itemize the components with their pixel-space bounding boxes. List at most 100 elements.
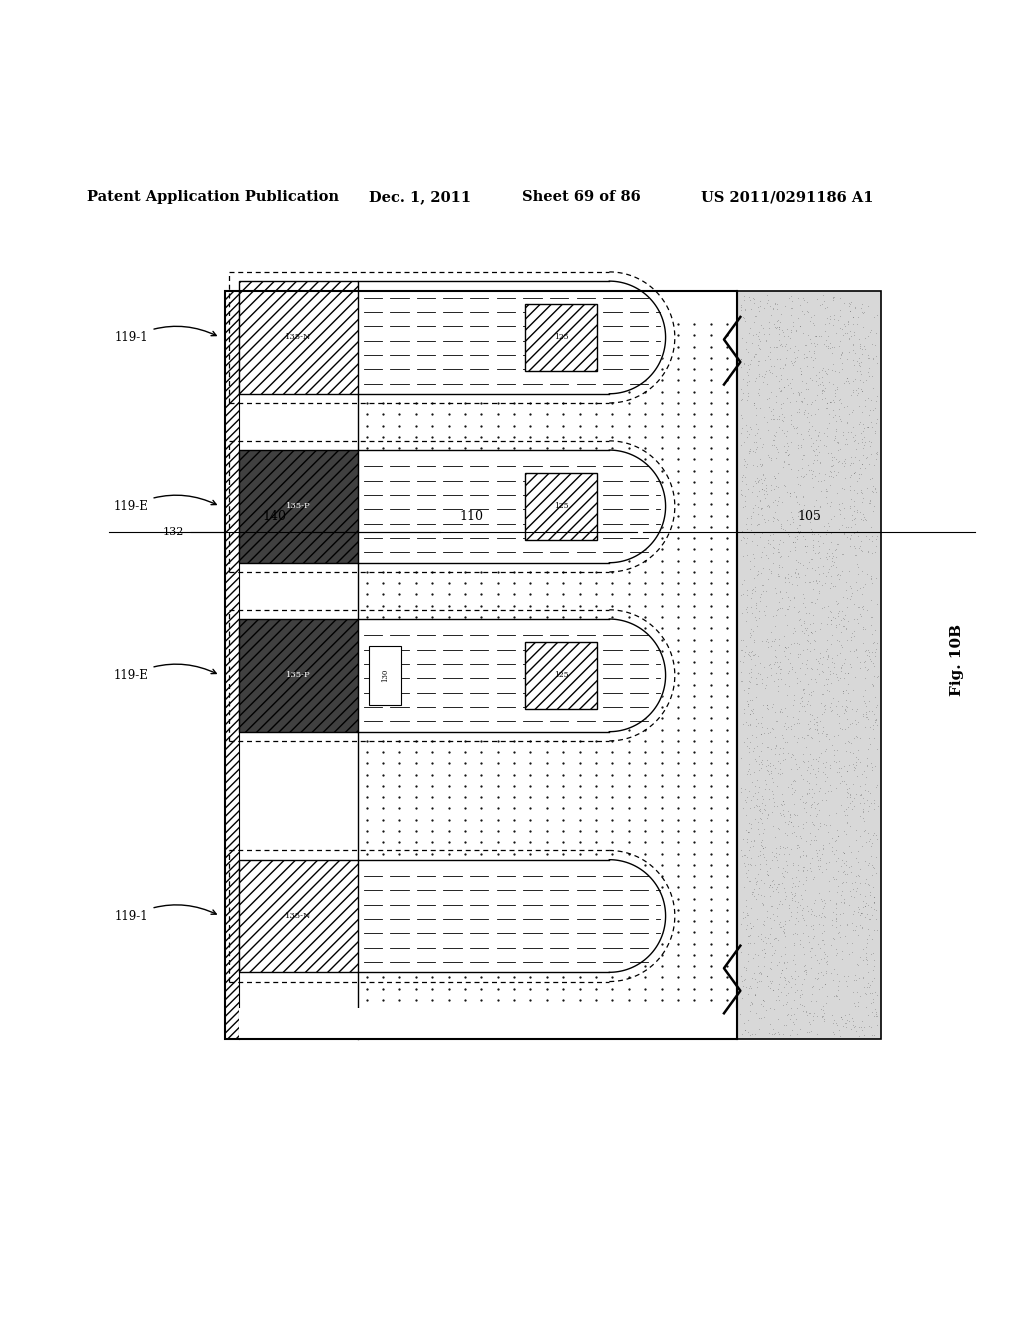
Point bbox=[796, 727, 812, 748]
Point bbox=[735, 731, 752, 752]
Point bbox=[834, 655, 850, 676]
Point bbox=[782, 413, 799, 434]
Point bbox=[751, 366, 767, 387]
Point bbox=[807, 389, 823, 411]
Point bbox=[814, 380, 830, 401]
Point bbox=[865, 348, 882, 370]
Bar bbox=[239, 292, 737, 322]
Point bbox=[840, 421, 856, 442]
Point bbox=[753, 546, 769, 568]
Point bbox=[836, 455, 852, 477]
Point bbox=[787, 391, 804, 412]
Point bbox=[766, 942, 782, 964]
Point bbox=[795, 1001, 811, 1022]
Text: Dec. 1, 2011: Dec. 1, 2011 bbox=[369, 190, 471, 205]
Point bbox=[864, 529, 881, 550]
Point bbox=[816, 572, 833, 593]
Point bbox=[816, 1011, 833, 1032]
Point bbox=[739, 389, 756, 411]
Point bbox=[807, 569, 823, 590]
Point bbox=[810, 536, 826, 557]
Point bbox=[796, 682, 812, 704]
Point bbox=[774, 795, 791, 816]
Point bbox=[762, 524, 778, 545]
Point bbox=[839, 348, 855, 370]
Point bbox=[777, 296, 794, 317]
Point bbox=[834, 544, 850, 565]
Point bbox=[868, 920, 885, 941]
Point bbox=[755, 990, 771, 1011]
Point bbox=[817, 756, 834, 777]
Point bbox=[866, 822, 883, 843]
Point bbox=[800, 379, 816, 400]
Point bbox=[851, 899, 867, 920]
Point bbox=[828, 704, 845, 725]
Point bbox=[869, 665, 886, 686]
Point bbox=[757, 470, 773, 491]
Point bbox=[855, 808, 871, 829]
Point bbox=[796, 622, 812, 643]
Point bbox=[847, 964, 863, 985]
Point bbox=[735, 354, 752, 375]
Point bbox=[866, 789, 883, 810]
Point bbox=[746, 470, 763, 491]
Point bbox=[739, 682, 756, 704]
Point bbox=[803, 990, 819, 1011]
Point bbox=[856, 779, 872, 800]
Point bbox=[859, 478, 876, 499]
Point bbox=[772, 911, 788, 932]
Point bbox=[770, 541, 786, 562]
Point bbox=[811, 663, 827, 684]
Point bbox=[756, 656, 772, 677]
Point bbox=[814, 929, 830, 950]
Point bbox=[830, 362, 847, 383]
Point bbox=[834, 718, 850, 739]
Point bbox=[767, 651, 783, 672]
Point bbox=[746, 494, 763, 515]
Point bbox=[835, 424, 851, 445]
Point bbox=[836, 396, 852, 417]
Point bbox=[760, 533, 776, 554]
Point bbox=[783, 297, 800, 318]
Point bbox=[741, 714, 758, 735]
Point bbox=[796, 944, 812, 965]
Point bbox=[768, 437, 784, 458]
Point bbox=[839, 701, 855, 722]
Point bbox=[833, 657, 849, 678]
Point bbox=[829, 923, 846, 944]
Point bbox=[817, 436, 834, 457]
Point bbox=[736, 845, 753, 866]
Point bbox=[817, 694, 834, 715]
Point bbox=[772, 546, 788, 568]
Point bbox=[781, 810, 798, 832]
Point bbox=[862, 322, 879, 343]
Point bbox=[808, 991, 824, 1012]
Point bbox=[851, 866, 867, 887]
Point bbox=[743, 880, 760, 902]
Point bbox=[795, 845, 811, 866]
Point bbox=[823, 692, 840, 713]
Point bbox=[816, 378, 833, 399]
Point bbox=[841, 329, 857, 350]
Point bbox=[748, 673, 764, 694]
Point bbox=[741, 677, 758, 698]
Point bbox=[796, 288, 812, 309]
Point bbox=[844, 504, 860, 525]
Point bbox=[784, 706, 801, 727]
Point bbox=[740, 859, 757, 880]
Point bbox=[772, 836, 788, 857]
Point bbox=[818, 723, 835, 744]
Point bbox=[795, 861, 811, 882]
Point bbox=[785, 793, 802, 814]
Point bbox=[773, 393, 790, 414]
Point bbox=[806, 814, 822, 836]
Point bbox=[861, 347, 878, 368]
Point bbox=[771, 952, 787, 973]
Point bbox=[857, 680, 873, 701]
Point bbox=[750, 956, 766, 977]
Point bbox=[825, 1022, 842, 1043]
Point bbox=[862, 614, 879, 635]
Point bbox=[800, 725, 816, 746]
Point bbox=[792, 789, 808, 810]
Point bbox=[812, 888, 828, 909]
